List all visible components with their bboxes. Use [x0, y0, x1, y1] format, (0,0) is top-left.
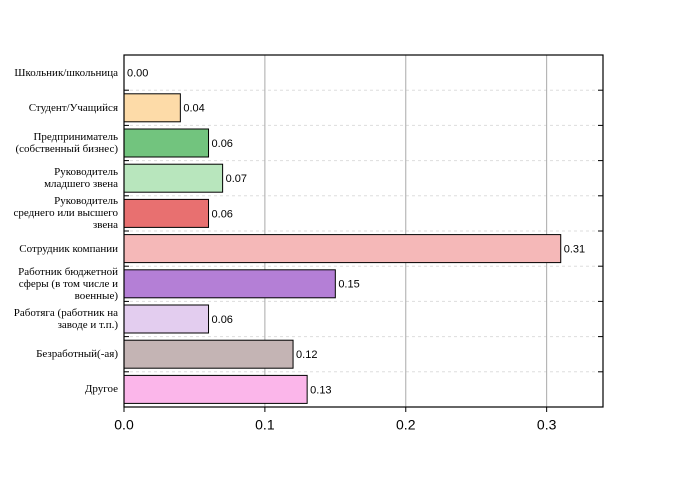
y-tick-label: Руководитель среднего или высшего звена — [13, 195, 118, 232]
plot-frame — [123, 54, 604, 408]
value-label: 0.00 — [127, 68, 148, 80]
bar — [123, 234, 562, 264]
y-tick-label: Другое — [84, 383, 118, 396]
bar — [123, 198, 210, 228]
bar — [123, 339, 294, 369]
bar — [123, 93, 181, 123]
x-tick-label: 0.1 — [255, 417, 275, 433]
y-tick-label: Школьник/школьница — [14, 66, 118, 79]
x-tick-label: 0.2 — [396, 417, 416, 433]
y-tick-label: Студент/Учащийся — [28, 101, 118, 114]
y-tick-label: Работяга (работник на заводе и т.п.) — [13, 307, 118, 331]
value-label: 0.06 — [212, 314, 233, 326]
value-label: 0.06 — [212, 138, 233, 150]
y-tick-label: Предприниматель (собственный бизнес) — [15, 131, 118, 155]
y-tick-label: Сотрудник компании — [19, 242, 118, 255]
y-tick-label: Работник бюджетной сферы (в том числе и … — [18, 265, 118, 302]
bar — [123, 374, 308, 404]
value-label: 0.12 — [296, 349, 317, 361]
y-tick-label: Руководитель младшего звена — [44, 166, 118, 191]
bar — [123, 269, 336, 299]
x-tick-label: 0.3 — [537, 417, 557, 433]
value-label: 0.15 — [338, 279, 359, 291]
value-label: 0.31 — [564, 244, 585, 256]
value-label: 0.06 — [212, 208, 233, 220]
bar — [123, 304, 210, 334]
value-label: 0.13 — [310, 384, 331, 396]
y-tick-label: Безработный(-ая) — [36, 348, 118, 361]
bar — [123, 163, 224, 193]
bar — [123, 128, 210, 158]
value-label: 0.04 — [183, 103, 204, 115]
x-tick-label: 0.0 — [114, 417, 134, 433]
value-label: 0.07 — [226, 173, 247, 185]
